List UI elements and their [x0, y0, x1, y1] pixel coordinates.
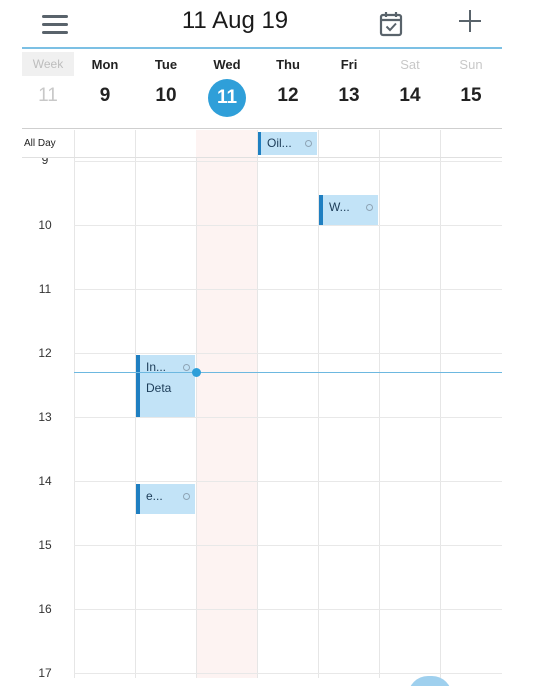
top-bar: 11 Aug 19 [0, 0, 552, 48]
hamburger-menu-icon[interactable] [40, 12, 70, 36]
time-grid[interactable]: 9 10 11 12 13 14 15 16 17 W... In... Det… [22, 158, 502, 678]
day-number: 12 [277, 85, 299, 106]
day-number: 9 [99, 85, 111, 106]
hour-label: 17 [38, 666, 52, 678]
hour-label: 14 [38, 474, 52, 488]
calendar-check-icon[interactable] [378, 10, 404, 38]
week-number: 11 [38, 85, 58, 106]
sync-icon [305, 140, 312, 147]
day-header-fri[interactable]: Fri 13 [318, 52, 380, 128]
day-header-wed[interactable]: Wed 11 [196, 52, 258, 128]
hour-label: 12 [38, 346, 52, 360]
hour-label: 11 [38, 282, 52, 296]
hour-label: 13 [38, 410, 52, 424]
event-detail: Deta [146, 381, 172, 395]
day-header-thu[interactable]: Thu 12 [257, 52, 319, 128]
sync-icon [183, 364, 190, 371]
hour-label: 16 [38, 602, 52, 616]
event-fri[interactable]: W... [319, 195, 378, 225]
all-day-label: All Day [24, 138, 56, 149]
today-indicator: 11 [208, 79, 246, 117]
day-header-tue[interactable]: Tue 10 [135, 52, 197, 128]
day-header-sat[interactable]: Sat 14 [379, 52, 441, 128]
week-label: Week [32, 57, 64, 71]
day-number: 14 [399, 85, 421, 106]
current-time-dot [192, 368, 201, 377]
event-title: Oil... [267, 136, 292, 150]
hour-label: 9 [41, 158, 49, 167]
all-day-event[interactable]: Oil... [258, 132, 317, 155]
day-header-sun[interactable]: Sun 15 [440, 52, 502, 128]
event-tue-2[interactable]: e... [136, 484, 195, 514]
event-title: W... [329, 200, 350, 214]
day-name: Tue [154, 57, 178, 72]
day-name: Wed [213, 57, 241, 72]
event-tue-1[interactable]: In... Deta [136, 355, 195, 417]
all-day-row: All Day Oil... [22, 130, 502, 157]
day-name: Fri [340, 57, 358, 72]
event-title: In... [146, 360, 167, 374]
day-header: Week . 11 Mon 9 Tue 10 Wed 11 Thu 12 Fri… [22, 52, 502, 128]
day-name: Sat [400, 57, 420, 72]
day-name: Thu [276, 57, 300, 72]
page-title: 11 Aug 19 [181, 7, 289, 34]
day-name: Sun [459, 57, 483, 72]
day-number: 10 [155, 85, 177, 106]
sync-icon [183, 493, 190, 500]
week-number-cell: . 11 [22, 52, 74, 128]
day-header-mon[interactable]: Mon 9 [74, 52, 136, 128]
today-column [196, 158, 257, 678]
event-title: e... [146, 489, 163, 503]
day-name: Mon [91, 57, 119, 72]
hour-label: 10 [38, 218, 52, 232]
current-time-line [74, 372, 502, 373]
floating-button-edge[interactable] [408, 676, 452, 686]
hour-label: 15 [38, 538, 52, 552]
divider [22, 128, 502, 129]
divider [22, 157, 502, 158]
header-divider [22, 47, 502, 49]
week-label-cell: Week [22, 52, 74, 76]
plus-icon[interactable] [455, 6, 485, 36]
day-number: 13 [338, 85, 360, 106]
day-number: 15 [460, 85, 482, 106]
sync-icon [366, 204, 373, 211]
